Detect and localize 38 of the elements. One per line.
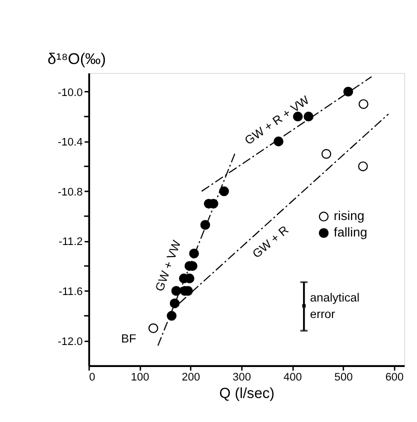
- x-axis-title: Q (l/sec): [219, 386, 275, 402]
- point: [304, 112, 314, 122]
- x-tick-label: 0: [89, 372, 96, 384]
- annotation: BF: [121, 332, 136, 346]
- annotation: analytical: [310, 290, 360, 305]
- y-tick-label: -12.0: [58, 336, 83, 348]
- x-tick-label: 100: [130, 372, 150, 384]
- y-tick-label: -10.4: [58, 136, 83, 149]
- point: [358, 99, 368, 109]
- x-tick-label: 500: [334, 372, 353, 384]
- point: [171, 286, 182, 296]
- point: [219, 186, 229, 196]
- y-tick-label: -10.8: [58, 186, 83, 198]
- point: [274, 136, 284, 146]
- annotation: GW + VW: [152, 238, 184, 294]
- point: [292, 112, 303, 122]
- annotation: GW + R: [250, 222, 292, 261]
- annotation: error: [310, 307, 336, 322]
- y-tick-label: -11.2: [58, 236, 83, 248]
- x-tick-label: 400: [284, 372, 302, 384]
- point: [321, 149, 332, 159]
- point: [358, 161, 368, 172]
- legend-label: falling: [334, 224, 368, 240]
- y-axis-title: δ¹⁸O(‰): [48, 50, 106, 68]
- legend-label: rising: [334, 208, 364, 224]
- point: [148, 323, 158, 334]
- point: [343, 86, 354, 97]
- point: [302, 304, 306, 308]
- annotation: GW + R + VW: [242, 92, 312, 148]
- point: [200, 220, 210, 230]
- point: [170, 298, 180, 308]
- point: [166, 310, 177, 321]
- y-tick-label: -10.0: [58, 86, 83, 99]
- x-tick-label: 200: [182, 372, 200, 384]
- x-tick-label: 300: [232, 372, 251, 384]
- point: [189, 248, 199, 258]
- x-tick-label: 600: [385, 372, 404, 384]
- y-tick-label: -11.6: [58, 286, 83, 298]
